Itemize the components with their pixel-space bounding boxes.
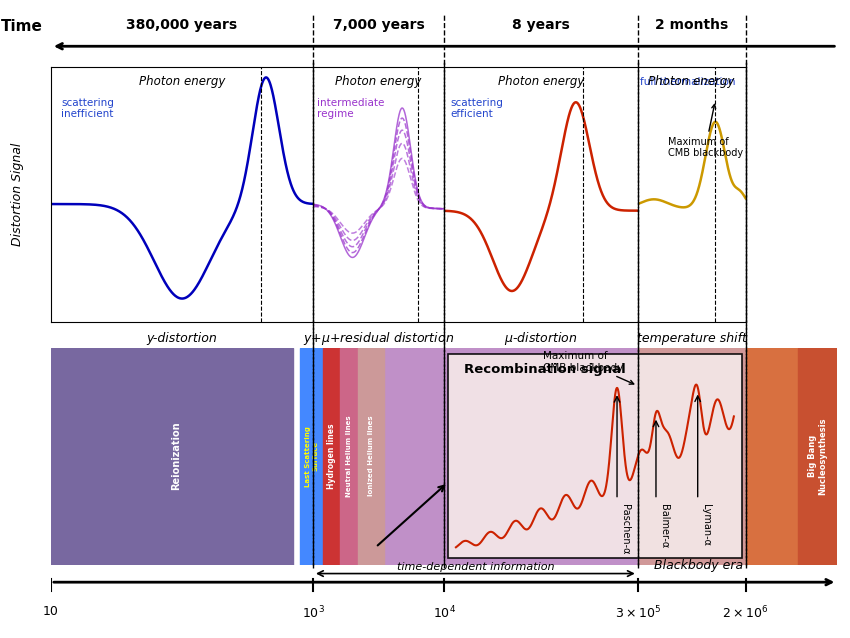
Text: $3\times10^5$: $3\times10^5$ [615,605,660,622]
Bar [358,348,384,565]
Text: Lyman-α: Lyman-α [701,504,711,546]
Bar [798,348,837,565]
Text: full thermalization: full thermalization [640,77,735,87]
Text: Photon energy: Photon energy [139,75,225,87]
Text: temperature shift: temperature shift [637,332,746,345]
Bar [324,348,340,565]
Text: Maximum of
CMB blackbody: Maximum of CMB blackbody [543,351,634,384]
Text: y-distortion: y-distortion [147,332,218,345]
Bar [340,348,358,565]
Text: Hydrogen lines: Hydrogen lines [327,424,336,489]
Bar [638,348,745,565]
Text: scattering
inefficient: scattering inefficient [61,98,115,119]
Text: $10^4$: $10^4$ [433,605,456,622]
Bar [384,348,638,565]
Text: 10: 10 [43,605,59,618]
Text: 2 months: 2 months [655,18,728,32]
Text: $2\times10^6$: $2\times10^6$ [722,605,768,622]
Text: Time: Time [1,19,43,34]
Text: 380,000 years: 380,000 years [127,18,238,32]
Text: Maximum of
CMB blackbody: Maximum of CMB blackbody [668,105,743,158]
Bar [448,354,742,558]
Bar [51,348,292,565]
Text: $10^3$: $10^3$ [302,605,325,622]
Bar [745,348,798,565]
Text: Distortion Signal: Distortion Signal [11,143,24,246]
Bar [300,348,324,565]
Text: Blackbody era: Blackbody era [654,559,743,572]
Text: 7,000 years: 7,000 years [332,18,424,32]
Text: Ionized Helium lines: Ionized Helium lines [368,416,374,496]
Text: intermediate
regime: intermediate regime [317,98,384,119]
Text: Balmer-α: Balmer-α [659,504,669,548]
Text: time-dependent information: time-dependent information [397,562,554,572]
Text: scattering
efficient: scattering efficient [450,98,503,119]
Text: Neutral Helium lines: Neutral Helium lines [346,415,352,497]
Text: y+$\mu$+residual distortion: y+$\mu$+residual distortion [303,330,454,346]
Text: Photon energy: Photon energy [498,75,584,87]
Text: Photon energy: Photon energy [336,75,422,87]
Text: 8 years: 8 years [512,18,570,32]
Text: Paschen-α: Paschen-α [620,504,630,554]
Text: Reionization: Reionization [171,422,181,491]
Text: $\mu$-distortion: $\mu$-distortion [504,330,578,346]
Text: Big Bang
Nucleosynthesis: Big Bang Nucleosynthesis [808,417,827,495]
Text: Photon energy: Photon energy [649,75,735,87]
Text: Last Scattering
Surface: Last Scattering Surface [305,426,319,487]
Text: Recombination signal: Recombination signal [464,363,626,376]
